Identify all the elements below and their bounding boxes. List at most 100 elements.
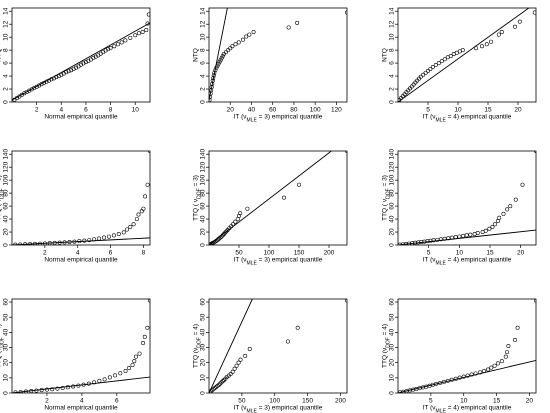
data-point (23, 389, 28, 393)
y-axis-label: TTQ ( νDOF = 3) (0, 175, 6, 221)
data-point (111, 233, 116, 238)
y-axis-label: NTQ (0, 48, 3, 62)
data-point (92, 380, 97, 385)
reference-line (209, 8, 228, 101)
data-point (345, 299, 347, 303)
data-point (220, 53, 225, 58)
x-tick-label: 2 (43, 250, 47, 257)
data-point (461, 374, 466, 379)
data-point (130, 362, 135, 367)
data-point (28, 242, 33, 245)
x-tick-label: 80 (290, 107, 298, 114)
data-point (123, 38, 128, 43)
y-tick-label: 4 (389, 74, 396, 78)
data-point (125, 227, 130, 232)
data-point (132, 359, 137, 364)
y-tick-label: 4 (3, 74, 10, 78)
y-tick-label: 60 (389, 202, 396, 210)
data-point (217, 236, 222, 241)
y-tick-label: 20 (3, 359, 10, 367)
data-point (222, 377, 227, 382)
y-tick-label: 30 (389, 344, 396, 352)
data-point (483, 228, 488, 233)
data-point (102, 235, 107, 240)
y-axis-label: TTQ (νDOF = 4) (0, 324, 6, 368)
data-point (216, 61, 221, 66)
data-point (482, 369, 487, 374)
data-point (295, 20, 300, 25)
data-point (512, 337, 517, 342)
x-tick-label: 15 (493, 398, 501, 405)
y-tick-label: 2 (200, 87, 207, 91)
data-point (506, 343, 511, 348)
data-point (211, 73, 216, 78)
data-point (140, 29, 145, 34)
x-tick-label: 100 (310, 107, 321, 114)
plot-frame (11, 298, 151, 394)
y-tick-label: 20 (3, 228, 10, 236)
data-point (468, 232, 473, 237)
data-point (475, 231, 480, 236)
data-point (495, 361, 500, 366)
data-point (461, 233, 466, 238)
reference-line (209, 299, 253, 393)
x-tick-label: 20 (526, 398, 534, 405)
data-point (515, 325, 520, 330)
data-point (423, 70, 428, 75)
data-point (238, 211, 243, 216)
y-tick-label: 6 (389, 61, 396, 65)
y-tick-label: 80 (3, 189, 10, 197)
data-point (460, 48, 465, 53)
data-point (101, 50, 106, 55)
y-tick-label: 0 (200, 391, 207, 395)
y-tick-label: 8 (3, 48, 10, 52)
data-point (251, 29, 256, 34)
data-point (228, 46, 233, 51)
data-point (479, 44, 484, 49)
data-point (141, 340, 146, 345)
x-tick-label: 50 (238, 398, 246, 405)
reference-line (398, 229, 536, 245)
data-point (33, 241, 37, 245)
data-point (244, 34, 249, 39)
data-point (222, 231, 227, 236)
x-tick-label: 60 (269, 107, 277, 114)
plot-frame (397, 298, 537, 394)
x-axis-label: IT (νMLE = 3) empirical quantile (234, 114, 323, 124)
plot-frame (208, 298, 348, 394)
data-point (13, 242, 18, 245)
y-tick-label: 12 (200, 20, 207, 28)
data-point (457, 375, 462, 380)
data-point (449, 377, 454, 382)
qq-panel: 50 100 150 200 0 20 40 60 80 100 120 140 IT (νMLE = … (193, 148, 348, 267)
data-point (123, 369, 128, 374)
data-point (211, 76, 216, 81)
data-point (435, 237, 440, 242)
data-point (223, 230, 228, 235)
y-tick-label: 20 (200, 228, 207, 236)
y-tick-label: 60 (200, 202, 207, 210)
data-point (44, 387, 49, 392)
y-tick-label: 120 (3, 161, 10, 172)
data-point (499, 29, 504, 34)
data-point (133, 33, 138, 38)
data-point (64, 70, 69, 75)
data-point (220, 233, 225, 238)
reference-line (209, 151, 332, 245)
x-tick-label: 2 (45, 398, 49, 405)
data-point (407, 241, 412, 245)
data-point (492, 363, 497, 368)
qq-panel: 5 10 15 20 0 20 40 60 80 100 120 140 IT (νMLE = 4) e… (382, 148, 537, 267)
data-point (231, 222, 236, 227)
data-point (243, 353, 248, 358)
data-point (434, 381, 439, 386)
data-point (473, 46, 478, 51)
data-point (247, 32, 252, 37)
data-point (497, 215, 502, 220)
data-point (77, 239, 82, 244)
data-point (214, 65, 219, 70)
data-point (98, 51, 103, 56)
x-tick-label: 6 (109, 250, 113, 257)
data-point (505, 350, 510, 355)
